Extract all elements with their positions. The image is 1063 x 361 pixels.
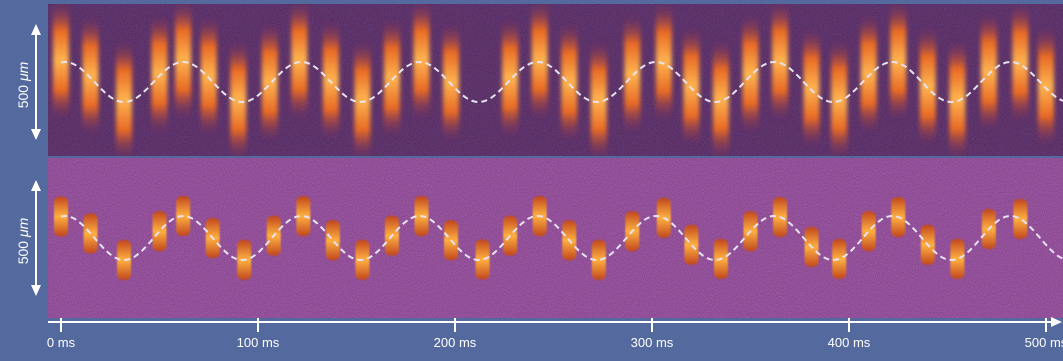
bottom-pulse-18 [591,239,606,280]
top-pulse-9 [322,20,339,140]
bottom-scale-value: 500 [15,240,31,265]
top-pulse-18 [624,13,641,134]
top-pulse-3 [151,13,168,134]
time-axis-arrowhead [1051,317,1062,327]
top-pulse-6 [230,39,247,156]
bottom-pulse-27 [861,211,876,252]
top-pulse-27 [890,4,907,121]
bottom-pulse-14 [475,239,490,280]
top-pulse-25 [831,39,848,156]
top-pulse-1 [82,15,99,136]
top-pulse-31 [1012,4,1029,123]
top-pulse-26 [860,13,877,134]
top-pulse-32 [1038,26,1054,147]
top-pulse-28 [919,26,936,147]
top-pulse-8 [291,4,308,121]
top-pulse-20 [683,26,700,147]
top-pulse-22 [742,13,759,134]
top-pulse-4 [175,4,192,120]
top-pulse-13 [443,22,460,143]
time-axis [48,317,1062,332]
bottom-pulse-32 [1013,198,1028,239]
top-pulse-5 [200,15,217,136]
top-pulse-14 [502,17,519,138]
top-kymograph-panel [48,4,1063,156]
top-scale-bar [31,24,41,140]
top-scale-value: 500 [15,84,31,109]
top-pulse-29 [949,39,966,156]
bottom-scale-unit: μm [15,217,31,238]
top-scale-unit: μm [15,61,31,82]
top-pulse-19 [655,4,672,122]
time-axis-tick-label-2: 200 ms [433,335,477,350]
bottom-pulse-21 [684,224,699,265]
top-pulse-2 [116,40,133,156]
top-pulse-16 [561,22,578,143]
top-pulse-15 [531,4,548,121]
top-pulse-11 [383,17,400,138]
top-pulse-0 [53,4,69,121]
time-axis-tick-label-1: 100 ms [236,335,280,350]
bottom-pulse-2 [117,240,132,280]
time-axis-tick-label-3: 300 ms [630,335,674,350]
time-axis-tick-label-0: 0 ms [46,335,76,350]
bottom-pulse-9 [325,220,340,261]
bottom-scale-bar [31,180,41,296]
bottom-kymograph-panel [48,158,1063,318]
bottom-pulse-3 [152,211,167,252]
time-axis-tick-label-4: 400 ms [827,335,871,350]
top-pulse-12 [413,4,430,121]
top-pulse-group [53,4,1054,156]
bottom-sine-fit-curve [60,214,1063,262]
bottom-panel-noise [48,158,1063,318]
bottom-scale-label: 500 μm [0,186,46,296]
time-axis-tick-label-5: 500 ms [1024,335,1063,350]
top-pulse-7 [261,22,278,143]
bottom-pulse-8 [296,196,311,237]
top-pulse-23 [772,4,789,121]
top-panel-noise [48,4,1063,156]
bottom-pulse-26 [832,238,847,279]
top-pulse-10 [354,39,371,156]
top-scale-label: 500 μm [0,30,46,140]
top-sine-fit-curve [60,60,1063,104]
top-pulse-17 [590,39,607,156]
top-pulse-21 [712,39,729,156]
top-pulse-24 [803,28,820,149]
top-pulse-30 [980,11,997,132]
bottom-pulse-30 [950,238,965,279]
